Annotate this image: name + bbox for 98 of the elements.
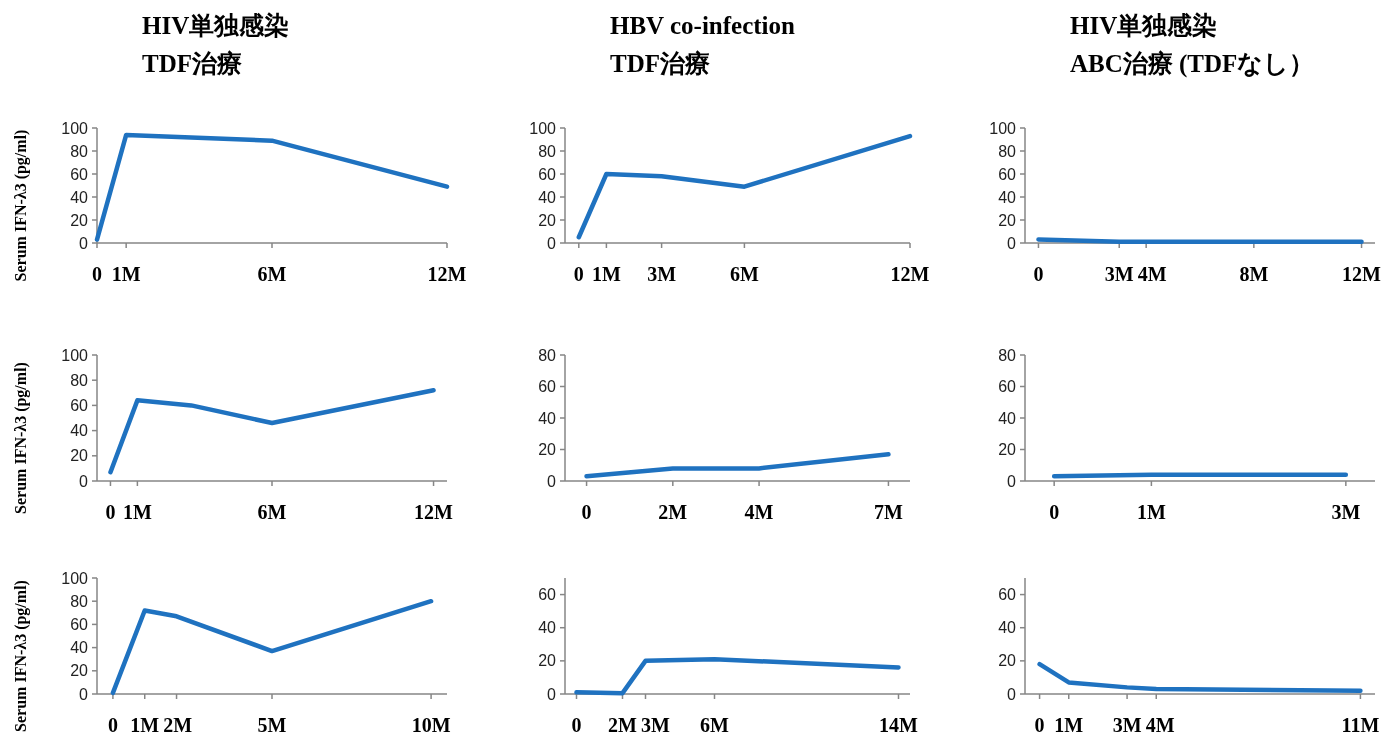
x-tick-label: 0 [1049,501,1060,523]
y-tick-label: 40 [70,639,89,657]
chart-title: HBV co-infection TDF治療 [610,12,796,77]
x-tick-label: 4M [1137,263,1167,285]
x-tick-label: 0 [107,714,118,736]
y-tick-label: 60 [538,378,557,395]
x-tick-label: 10M [411,714,451,736]
y-tick-label: 100 [61,119,89,137]
y-axis-title: Serum IFN-λ3 (pg/ml) [12,580,30,732]
x-tick-label: 1M [122,501,152,523]
x-tick-label: 0 [1033,263,1044,285]
y-tick-label: 80 [70,371,89,389]
y-tick-label: 0 [547,685,557,703]
x-tick-label: 6M [257,263,287,285]
x-tick-label: 3M [1331,501,1361,523]
x-tick-label: 3M [641,714,671,736]
y-tick-label: 0 [79,685,89,703]
x-tick-label: 4M [1145,714,1175,736]
x-tick-label: 6M [700,714,730,736]
x-tick-label: 4M [744,501,774,523]
x-tick-label: 2M [163,714,193,736]
y-tick-label: 0 [1007,234,1017,252]
x-tick-label: 7M [873,501,903,523]
y-tick-label: 20 [70,662,89,680]
y-tick-label: 40 [998,188,1017,206]
y-tick-label: 20 [538,441,557,458]
x-tick-label: 6M [257,501,287,523]
y-tick-label: 60 [998,165,1017,183]
x-tick-label: 11M [1341,714,1380,736]
y-tick-label: 40 [538,409,557,427]
x-tick-label: 12M [1342,263,1382,285]
line-series [574,656,901,696]
x-tick-label: 1M [1136,501,1166,523]
x-tick-label: 2M [608,714,638,736]
y-axis-title: Serum IFN-λ3 (pg/ml) [12,129,30,282]
x-tick-label: 14M [879,714,919,736]
y-axis-title: Serum IFN-λ3 (pg/ml) [12,362,30,514]
x-tick-label: 0 [105,501,116,523]
y-tick-label: 20 [70,211,89,229]
x-tick-label: 0 [581,501,592,523]
y-tick-label: 100 [61,346,89,364]
y-tick-label: 40 [70,188,89,206]
y-tick-label: 80 [70,142,89,160]
y-tick-label: 0 [1007,685,1017,703]
x-tick-label: 1M [591,263,621,285]
y-tick-label: 40 [998,409,1017,427]
x-tick-label: 12M [414,501,454,523]
y-tick-label: 100 [989,119,1017,137]
y-tick-label: 60 [538,586,557,604]
y-tick-label: 60 [998,586,1017,604]
line-series [110,598,434,696]
x-tick-label: 12M [890,263,930,285]
y-tick-label: 60 [70,165,89,183]
x-tick-label: 1M [111,263,141,285]
y-tick-label: 80 [538,346,557,364]
x-tick-label: 0 [573,263,584,285]
line-series [576,133,913,240]
y-tick-label: 60 [538,165,557,183]
y-tick-label: 60 [70,396,89,414]
y-tick-label: 40 [538,619,557,637]
y-tick-label: 100 [529,119,557,137]
x-tick-label: 3M [1112,714,1142,736]
x-tick-label: 3M [647,263,677,285]
line-series [108,388,436,475]
y-tick-label: 20 [70,447,89,465]
y-tick-label: 0 [79,234,89,252]
x-tick-label: 6M [729,263,759,285]
y-tick-label: 0 [79,472,89,490]
x-tick-label: 1M [1054,714,1084,736]
y-tick-label: 40 [538,188,557,206]
x-tick-label: 2M [658,501,688,523]
chart-title: HIV単独感染 TDF治療 [142,12,290,77]
y-tick-label: 0 [547,234,557,252]
y-tick-label: 20 [538,652,557,670]
x-tick-label: 8M [1239,263,1269,285]
chart-title: HIV単独感染 ABC治療 (TDFなし） [1070,12,1315,78]
x-tick-label: 3M [1104,263,1134,285]
x-tick-label: 12M [427,263,467,285]
y-tick-label: 20 [538,211,557,229]
y-tick-label: 80 [538,142,557,160]
x-tick-label: 0 [1034,714,1045,736]
x-tick-label: 0 [571,714,582,736]
line-series [1037,661,1363,693]
y-tick-label: 0 [547,472,557,490]
y-tick-label: 20 [998,441,1017,458]
y-tick-label: 80 [998,142,1017,160]
x-tick-label: 1M [130,714,160,736]
y-tick-label: 100 [61,569,89,587]
y-tick-label: 20 [998,652,1017,670]
x-tick-label: 5M [257,714,287,736]
y-tick-label: 60 [70,615,89,633]
y-tick-label: 0 [1007,472,1017,490]
y-tick-label: 80 [70,592,89,610]
y-tick-label: 80 [998,346,1017,364]
y-tick-label: 40 [70,422,89,440]
y-tick-label: 60 [998,378,1017,395]
y-tick-label: 40 [998,619,1017,637]
y-tick-label: 20 [998,211,1017,229]
